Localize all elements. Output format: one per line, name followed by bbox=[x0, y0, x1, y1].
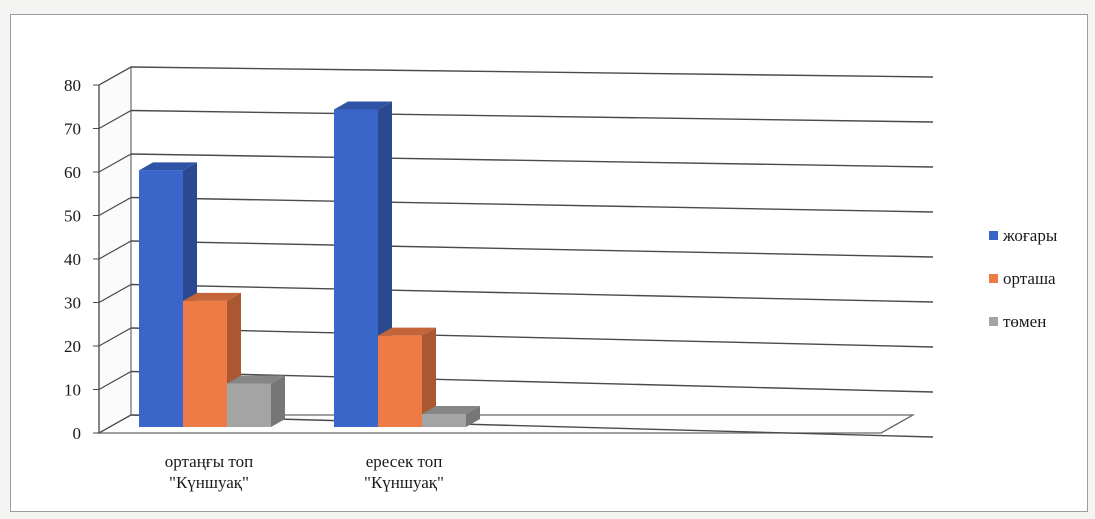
gridline bbox=[130, 370, 934, 393]
y-tick-label: 0 bbox=[73, 424, 82, 443]
gridline-side bbox=[98, 196, 132, 217]
chart-frame: 0 10 20 30 40 50 60 70 80 ортаңғы топ "Күншуақ" ер… bbox=[10, 14, 1088, 512]
gridline-side bbox=[98, 109, 132, 130]
legend-label: орташа bbox=[1003, 269, 1056, 288]
gridline bbox=[130, 109, 934, 123]
bar-top bbox=[378, 327, 436, 336]
gridline-side bbox=[98, 370, 132, 391]
bar bbox=[334, 109, 378, 427]
legend-swatch bbox=[989, 231, 998, 240]
gridline bbox=[130, 240, 934, 258]
bars bbox=[139, 101, 480, 427]
legend-label: төмен bbox=[1003, 312, 1046, 331]
x-axis: ортаңғы топ "Күншуақ" ересек топ "Күншуақ" bbox=[165, 452, 444, 492]
y-tick-label: 50 bbox=[64, 207, 81, 226]
y-tick-label: 10 bbox=[64, 381, 81, 400]
bar bbox=[227, 383, 271, 427]
bar-top bbox=[139, 162, 197, 171]
bar bbox=[139, 170, 183, 427]
y-axis: 0 10 20 30 40 50 60 70 80 bbox=[64, 76, 100, 443]
gridlines bbox=[98, 66, 934, 438]
bar-chart: 0 10 20 30 40 50 60 70 80 ортаңғы топ "Күншуақ" ер… bbox=[64, 65, 1058, 492]
gridline bbox=[130, 153, 934, 168]
y-tick-label: 60 bbox=[64, 163, 81, 182]
legend-swatch bbox=[989, 274, 998, 283]
bar bbox=[378, 335, 422, 427]
legend-swatch bbox=[989, 317, 998, 326]
bar-side bbox=[271, 375, 285, 427]
gridline bbox=[130, 327, 934, 348]
gridline-side bbox=[98, 153, 132, 173]
gridline-side bbox=[98, 240, 132, 260]
x-tick-label: "Күншуақ" bbox=[169, 473, 249, 492]
legend-label: жоғары bbox=[1002, 226, 1058, 245]
bar bbox=[422, 413, 466, 427]
y-tick-label: 70 bbox=[64, 120, 81, 139]
x-tick-label: ортаңғы топ bbox=[165, 452, 254, 471]
floor-edge bbox=[880, 414, 914, 434]
bar-top bbox=[334, 101, 392, 110]
bar-top bbox=[227, 375, 285, 384]
x-tick-label: ересек топ bbox=[366, 452, 443, 471]
bar-top bbox=[422, 405, 480, 414]
gridline bbox=[130, 66, 934, 78]
gridline-side bbox=[98, 66, 132, 86]
x-tick-label: "Күншуақ" bbox=[364, 473, 444, 492]
gridline bbox=[130, 283, 934, 303]
gridline-side bbox=[98, 283, 132, 304]
gridline-side bbox=[98, 414, 132, 434]
bar bbox=[183, 300, 227, 427]
y-tick-label: 20 bbox=[64, 337, 81, 356]
legend: жоғары орташа төмен bbox=[989, 226, 1058, 331]
bar-side bbox=[422, 327, 436, 427]
gridline-side bbox=[98, 327, 132, 347]
bar-top bbox=[183, 292, 241, 301]
bar-side bbox=[466, 405, 480, 427]
y-tick-label: 40 bbox=[64, 250, 81, 269]
y-tick-label: 80 bbox=[64, 76, 81, 95]
gridline bbox=[130, 196, 934, 213]
y-tick-label: 30 bbox=[64, 294, 81, 313]
